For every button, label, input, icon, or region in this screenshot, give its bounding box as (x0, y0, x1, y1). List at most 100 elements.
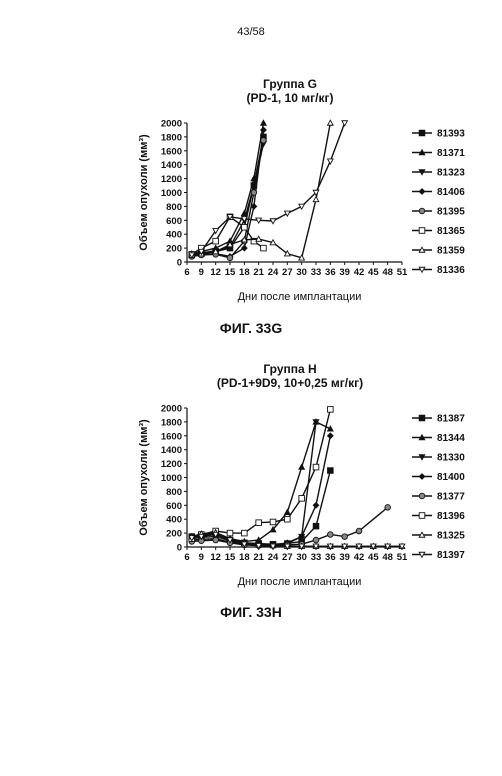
data-point (327, 467, 334, 474)
data-point (197, 533, 205, 541)
data-point (298, 543, 306, 551)
x-tick-label: 48 (382, 267, 393, 278)
data-point (269, 238, 277, 246)
legend-label: 81406 (437, 187, 465, 198)
data-point (250, 189, 258, 196)
data-point (188, 252, 196, 259)
data-point (240, 236, 248, 243)
y-tick-label: 1200 (161, 459, 182, 470)
data-point (241, 223, 248, 231)
legend-marker (418, 246, 426, 253)
x-tick-label: 45 (368, 267, 379, 278)
data-point (260, 244, 267, 252)
data-point (255, 542, 263, 550)
x-axis-label: Дни после имплантации (238, 291, 362, 303)
x-tick-label: 51 (397, 552, 408, 563)
data-point (284, 515, 291, 523)
data-point (341, 543, 349, 551)
y-tick-label: 1400 (161, 160, 182, 171)
y-tick-label: 600 (166, 501, 182, 512)
data-point (269, 518, 277, 526)
data-point (312, 501, 320, 509)
y-tick-label: 1800 (161, 132, 182, 143)
x-tick-label: 33 (311, 552, 322, 563)
x-tick-label: 12 (210, 267, 221, 278)
legend-entry-81323: 81323 (412, 168, 465, 179)
data-point (355, 543, 363, 551)
legend-entry-81393: 81393 (412, 129, 465, 140)
data-point (269, 543, 277, 551)
legend-marker (418, 551, 426, 559)
legend-label: 81330 (437, 453, 465, 464)
x-tick-label: 15 (225, 552, 236, 563)
x-tick-label: 9 (199, 267, 204, 278)
x-tick-label: 6 (184, 552, 189, 563)
legend-entry-81387: 81387 (412, 414, 465, 425)
data-point (398, 543, 406, 551)
legend-marker (418, 266, 426, 274)
data-point (197, 248, 205, 256)
data-point (369, 543, 377, 551)
data-point (298, 203, 306, 211)
series-line (191, 122, 346, 256)
x-tick-label: 36 (325, 552, 336, 563)
legend-entry-81330: 81330 (412, 453, 465, 464)
legend-label: 81344 (437, 433, 465, 444)
legend-entry-81344: 81344 (412, 433, 465, 444)
data-point (283, 249, 291, 257)
x-tick-label: 27 (282, 267, 293, 278)
x-tick-label: 51 (397, 267, 408, 278)
legend-entry-81400: 81400 (412, 472, 465, 483)
data-point (212, 247, 220, 255)
y-axis-label: Объем опухоли (мм³) (138, 134, 150, 251)
data-point (283, 210, 291, 218)
data-point (226, 254, 234, 262)
legend-marker (418, 207, 426, 215)
x-tick-label: 21 (253, 267, 264, 278)
legend-marker (418, 169, 426, 176)
y-tick-label: 1600 (161, 431, 182, 442)
x-tick-label: 15 (225, 267, 236, 278)
x-tick-label: 21 (253, 552, 264, 563)
y-tick-label: 200 (166, 244, 182, 255)
data-point (240, 541, 248, 548)
x-tick-label: 27 (282, 552, 293, 563)
legend-label: 81325 (437, 531, 465, 542)
data-point (269, 218, 277, 225)
x-tick-label: 42 (354, 552, 365, 563)
legend-entry-81397: 81397 (412, 550, 465, 561)
legend-marker (418, 188, 426, 195)
data-point (326, 432, 334, 440)
data-point (212, 531, 220, 539)
x-axis-label: Дни после имплантации (238, 576, 362, 588)
data-point (255, 519, 262, 526)
data-point (326, 119, 334, 126)
y-tick-label: 800 (166, 487, 182, 498)
x-tick-label: 30 (296, 552, 307, 563)
data-point (260, 137, 267, 144)
data-point (312, 189, 320, 197)
data-point (298, 463, 306, 470)
series-81330 (188, 419, 320, 549)
legend-label: 81396 (437, 511, 465, 522)
legend-entry-81396: 81396 (412, 511, 465, 522)
data-point (326, 425, 334, 432)
y-tick-label: 1200 (161, 174, 182, 185)
data-point (226, 214, 234, 221)
data-point (283, 508, 291, 515)
chart-title: Группа H (263, 362, 316, 376)
legend-marker (418, 227, 426, 234)
chart-group-g: Группа G(PD-1, 10 мг/кг) 0 200 400 600 800 100… (138, 77, 465, 303)
legend-label: 81400 (437, 472, 465, 483)
figure-caption-33g: ФИГ. 33G (219, 320, 283, 336)
y-tick-label: 600 (166, 216, 182, 227)
y-tick-label: 200 (166, 529, 182, 540)
x-tick-label: 24 (268, 267, 279, 278)
data-point (212, 237, 219, 245)
legend-label: 81336 (437, 265, 465, 276)
legend-label: 81393 (437, 129, 465, 140)
data-point (240, 244, 248, 252)
data-point (269, 525, 277, 533)
chart-subtitle: (PD-1, 10 мг/кг) (247, 91, 334, 105)
y-tick-label: 0 (177, 543, 182, 554)
